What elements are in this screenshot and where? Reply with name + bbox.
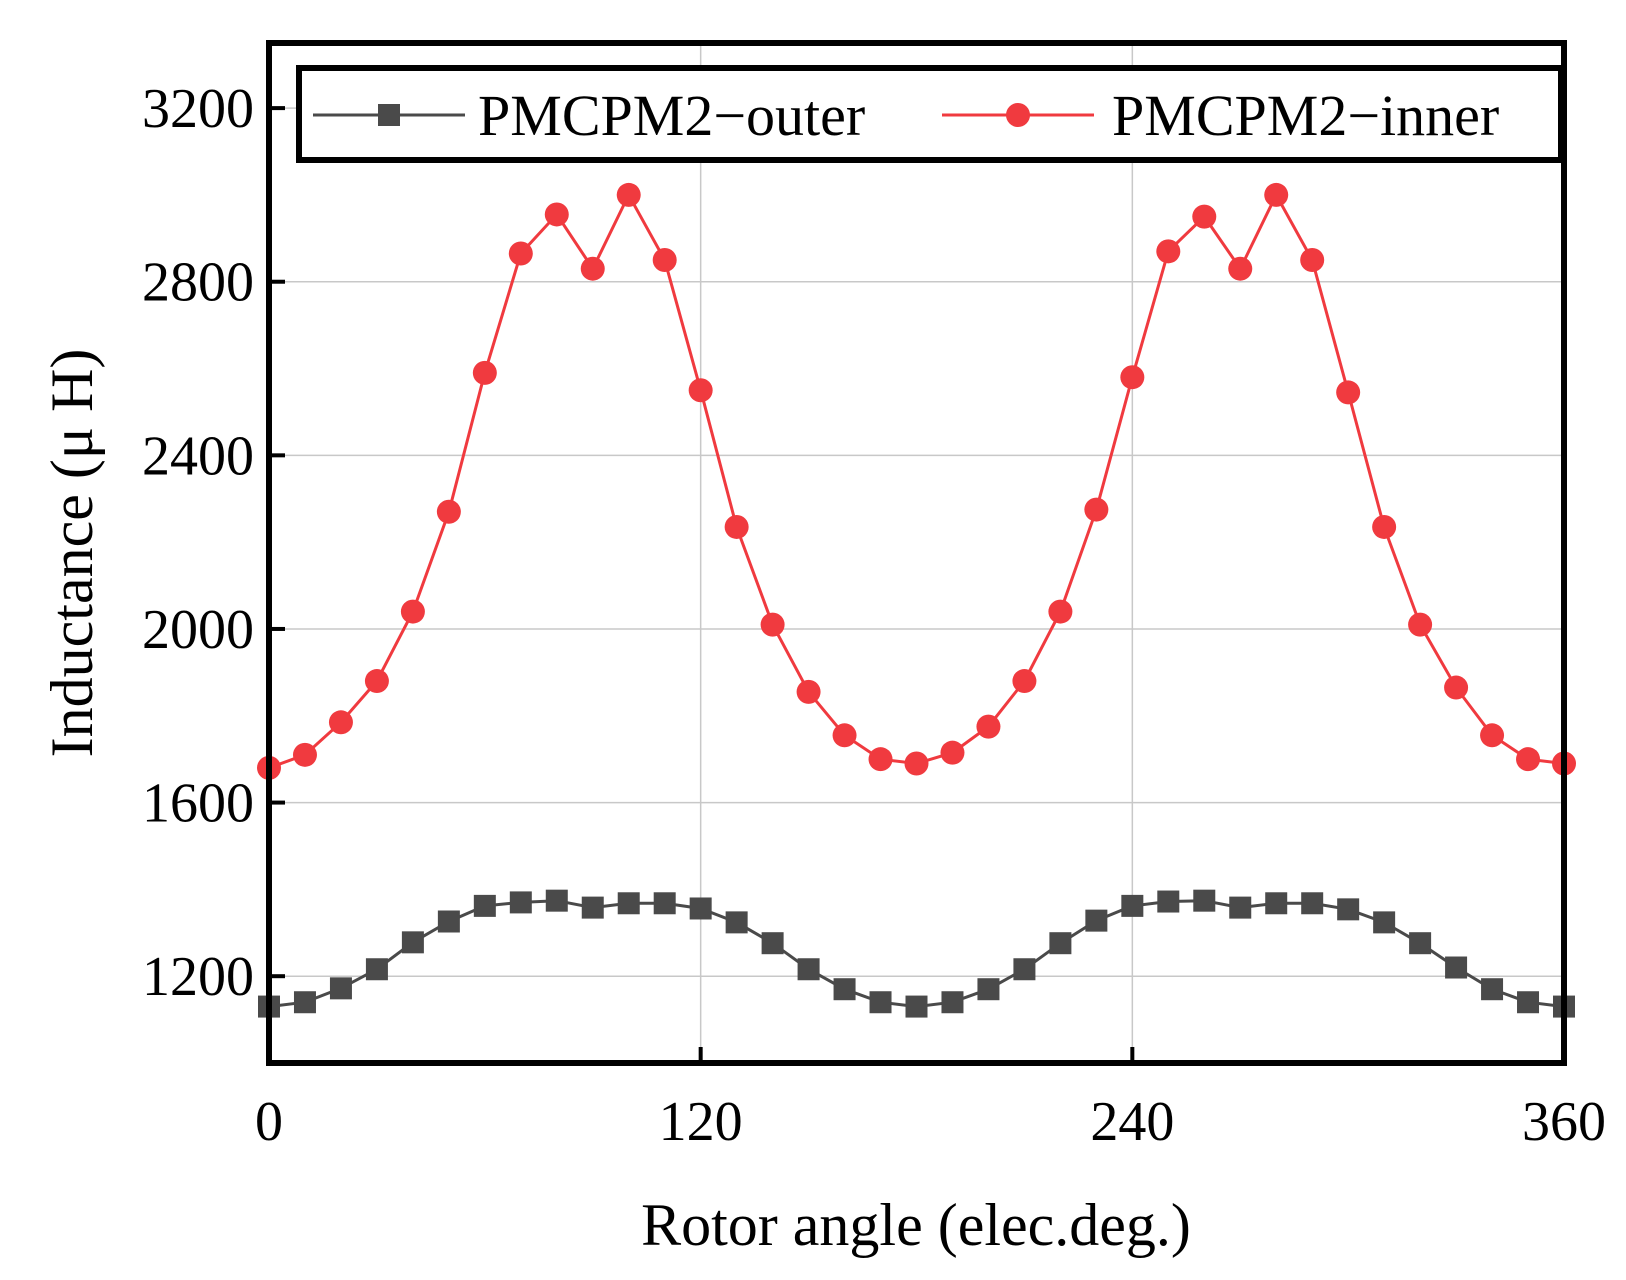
series-outer-point [473,894,496,917]
series-inner-point [940,740,965,765]
series-inner-point [796,679,821,704]
series-inner-point [1408,612,1433,637]
series-outer-point [797,958,820,981]
series-inner-point [724,514,749,539]
series-inner-point [1192,204,1217,229]
series-outer-point [1481,978,1504,1001]
plot-frame [266,40,1567,1066]
series-outer-point [1301,892,1324,915]
series-inner-point [904,751,929,776]
series-inner-point [472,360,497,385]
axis-ticks: 0 120 240 360 1200 1600 2000 2400 2800 3200 [142,78,1606,1153]
series-outer-point [545,889,568,912]
series-inner-point [868,747,893,772]
series-outer-point [761,932,784,955]
series-inner-line [268,191,1565,770]
series-outer-point [653,892,676,915]
series-inner-point [1372,514,1397,539]
y-tick-label: 2000 [142,599,254,661]
series-outer-point [869,991,892,1014]
series-inner-point [1336,380,1361,405]
series-outer-point [1337,898,1360,921]
x-tick-label: 360 [1522,1091,1606,1153]
series-inner-point [328,710,353,735]
legend-outer-marker [378,104,400,126]
legend-outer-label: PMCPM2−outer [478,83,865,148]
series-inner-point [400,599,425,624]
y-tick-label: 2800 [142,252,254,314]
x-tick-label: 0 [255,1091,283,1153]
series-inner-point [580,256,605,281]
series-outer-point [581,896,604,919]
y-tick-label: 1600 [142,773,254,835]
series-outer-line [268,899,1565,1009]
series-inner-point [1444,675,1469,700]
plot-series [257,182,1576,1018]
series-outer-point [1517,991,1540,1014]
series-outer-point [293,991,316,1014]
legend-box [296,65,1564,163]
series-inner-point [760,612,785,637]
series-inner-point [1300,248,1325,273]
series-outer-point [1085,909,1108,932]
series-outer-point [833,978,856,1001]
x-tick-label: 240 [1090,1091,1174,1153]
series-outer-point [1049,932,1072,955]
series-inner-point [688,378,713,403]
series-outer-point [617,892,640,915]
series-inner-point [1156,239,1181,264]
y-tick-label: 1200 [142,946,254,1008]
series-inner-point [364,669,389,694]
series-inner-point [1264,182,1289,207]
series-inner-point [1516,747,1541,772]
series-inner-point [616,182,641,207]
series-inner-point [1048,599,1073,624]
series-outer-point [1265,892,1288,915]
x-axis-title: Rotor angle (elec.deg.) [641,1192,1191,1258]
series-outer-point [401,931,424,954]
series-outer-point [1157,890,1180,913]
series-inner [257,182,1576,780]
series-outer-point [1193,889,1216,912]
series-inner-point [1084,497,1109,522]
series-inner-point [544,202,569,227]
series-inner-point [1228,256,1253,281]
series-outer-point [1013,958,1036,981]
series-outer-point [1121,894,1144,917]
series-inner-point [832,723,857,748]
series-outer-point [725,911,748,934]
series-inner-point [1012,669,1037,694]
series-inner-point [652,248,677,273]
series-outer-point [437,910,460,933]
series-outer-point [1373,911,1396,934]
series-outer-point [329,977,352,1000]
legend-inner-label: PMCPM2−inner [1112,83,1499,148]
series-inner-point [976,714,1001,739]
series-inner-point [508,241,533,266]
series-outer-point [1409,932,1432,955]
x-tick-label: 120 [659,1091,743,1153]
series-outer-point [977,978,1000,1001]
series-outer [258,889,1575,1018]
series-inner-point [1120,365,1145,390]
series-inner-point [292,742,317,767]
y-tick-label: 2400 [142,425,254,487]
grid-lines [269,43,1564,1063]
series-outer-point [941,991,964,1014]
legend: PMCPM2−outer PMCPM2−inner [296,65,1564,163]
y-tick-label: 3200 [142,78,254,140]
series-outer-point [1229,896,1252,919]
series-outer-point [365,958,388,981]
y-axis-title: Inductance (μ H) [39,349,105,758]
series-outer-point [509,891,532,914]
legend-inner-marker [1006,103,1030,127]
series-inner-point [1480,723,1505,748]
series-outer-point [1445,956,1468,979]
series-outer-point [689,897,712,920]
series-inner-point [436,499,461,524]
series-outer-point [905,995,928,1018]
